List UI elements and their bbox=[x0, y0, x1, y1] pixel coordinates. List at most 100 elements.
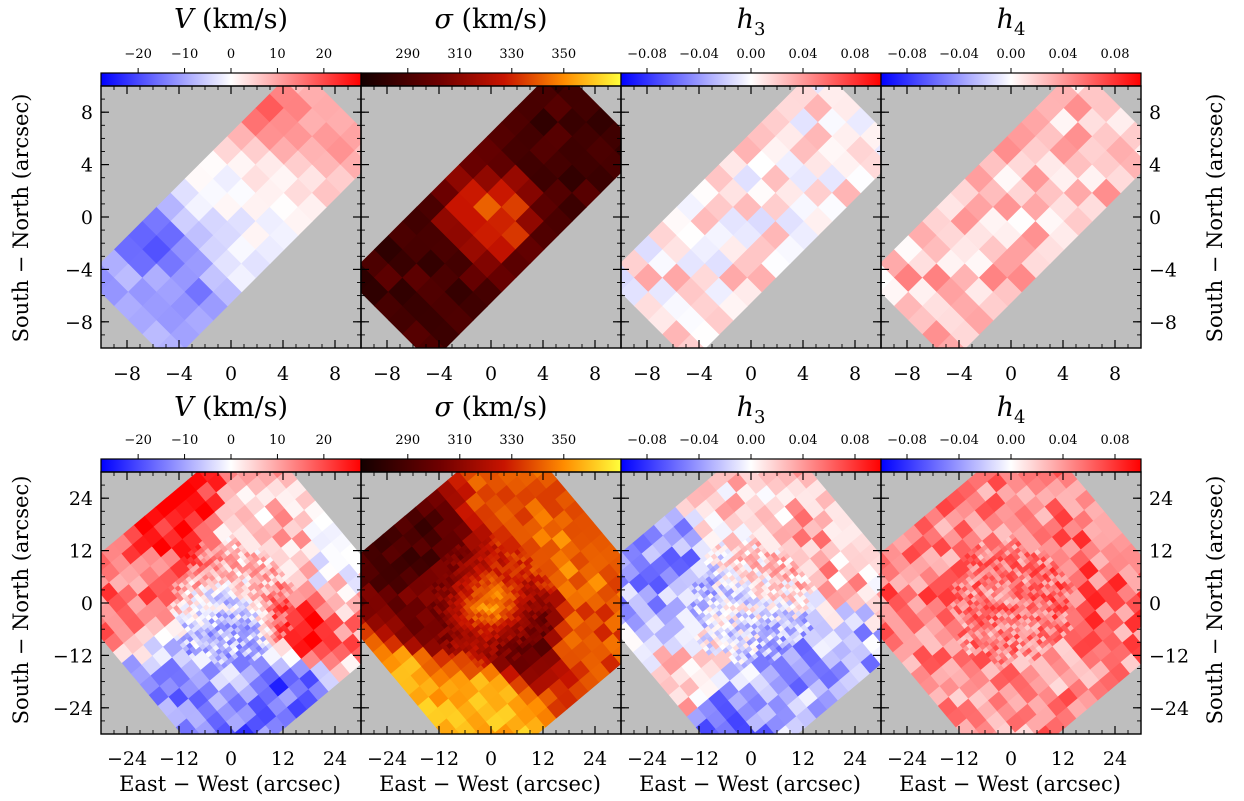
colorbar-h4-tick-label: 0.00 bbox=[997, 47, 1026, 62]
colorbar-V-tick-label: 20 bbox=[316, 47, 333, 62]
spaxel-bin bbox=[865, 593, 881, 615]
y-tick-label: 24 bbox=[1149, 488, 1173, 510]
x-tick-label: 0 bbox=[1005, 748, 1017, 770]
spaxel-bin bbox=[503, 733, 525, 734]
colorbar-sigma-tick-label: 310 bbox=[447, 47, 472, 62]
spaxel-bin bbox=[607, 573, 621, 595]
x-tick-label: 8 bbox=[329, 363, 341, 385]
spaxel-bin bbox=[763, 733, 785, 734]
x-tick-label: −24 bbox=[367, 748, 407, 770]
colorbar-sigma-tick-label: 330 bbox=[499, 47, 524, 62]
spaxel-bin bbox=[1127, 573, 1141, 595]
x-tick-label: 4 bbox=[537, 363, 549, 385]
colorbar-V-tick-label: −10 bbox=[171, 47, 198, 62]
x-tick-label: −8 bbox=[373, 363, 401, 385]
x-tick-label: 24 bbox=[843, 748, 867, 770]
colorbar-h4-title: h4 bbox=[997, 392, 1026, 428]
y-tick-label: 24 bbox=[69, 488, 93, 510]
spaxel-bin bbox=[354, 604, 361, 626]
spaxel-bin bbox=[1023, 733, 1045, 734]
colorbar-V-tick-label: −20 bbox=[124, 433, 151, 448]
colorbar-sigma bbox=[360, 458, 622, 473]
spaxel-bin bbox=[860, 121, 881, 151]
colorbar-V bbox=[100, 72, 362, 87]
colorbar-h4-tick-label: −0.04 bbox=[939, 433, 979, 448]
x-tick-label: 8 bbox=[1109, 363, 1121, 385]
y-tick-label: −12 bbox=[53, 645, 93, 667]
xlabel-col3: East − West (arcsec) bbox=[639, 772, 861, 796]
colorbar-h4-tick-label: −0.08 bbox=[887, 47, 927, 62]
colorbar-sigma-tick-label: 310 bbox=[447, 433, 472, 448]
spaxel-bin bbox=[600, 121, 621, 151]
y-tick-label: 0 bbox=[1149, 593, 1161, 615]
x-tick-label: 4 bbox=[797, 363, 809, 385]
y-tick-label: 4 bbox=[81, 155, 93, 177]
spaxel-bin bbox=[1165, 597, 1186, 618]
colorbar-V-tick-label: −20 bbox=[124, 47, 151, 62]
y-tick-label: 8 bbox=[81, 102, 93, 124]
spaxel-bin bbox=[1125, 593, 1141, 615]
colorbar-h3-title: h3 bbox=[737, 4, 766, 40]
panel-top-h4 bbox=[881, 86, 1141, 348]
x-tick-label: 8 bbox=[849, 363, 861, 385]
x-tick-label: 24 bbox=[583, 748, 607, 770]
spaxel-bin bbox=[1153, 626, 1174, 647]
spaxel-bin bbox=[1131, 643, 1141, 665]
spaxel-bin bbox=[614, 604, 621, 626]
spaxel-bin bbox=[869, 554, 881, 575]
y-tick-label: 12 bbox=[1149, 541, 1173, 563]
y-tick-label: −4 bbox=[1149, 259, 1177, 281]
panel-top-h3 bbox=[621, 86, 881, 348]
y-tick-label: 8 bbox=[1149, 102, 1161, 124]
spaxel-bin bbox=[867, 573, 881, 595]
colorbar-h3 bbox=[620, 72, 882, 87]
spaxel-bin bbox=[1129, 554, 1141, 575]
x-tick-label: −24 bbox=[107, 748, 147, 770]
x-tick-label: −4 bbox=[685, 363, 713, 385]
panel-top-V bbox=[101, 86, 361, 348]
colorbar-V-title: V (km/s) bbox=[174, 4, 288, 35]
x-tick-label: 12 bbox=[1051, 748, 1075, 770]
colorbar-h3-tick-label: −0.04 bbox=[679, 47, 719, 62]
x-tick-label: −8 bbox=[893, 363, 921, 385]
spaxel-bin bbox=[70, 570, 91, 591]
x-tick-label: −8 bbox=[633, 363, 661, 385]
frame-layer bbox=[100, 68, 1142, 735]
ylabel-left-top: South − North (arcsec) bbox=[9, 94, 33, 343]
colorbar-h3 bbox=[620, 458, 882, 473]
x-tick-label: 0 bbox=[485, 363, 497, 385]
x-tick-label: 8 bbox=[589, 363, 601, 385]
colorbar-h3-tick-label: 0.08 bbox=[841, 433, 870, 448]
y-tick-label: −4 bbox=[65, 259, 93, 281]
panel-bottom-h4 bbox=[881, 472, 1186, 771]
spaxel-bin bbox=[611, 643, 621, 665]
x-tick-label: −4 bbox=[945, 363, 973, 385]
spaxel-bin bbox=[983, 750, 1004, 771]
x-tick-label: 12 bbox=[531, 748, 555, 770]
x-tick-label: 12 bbox=[791, 748, 815, 770]
colorbar-V bbox=[100, 458, 362, 473]
x-tick-label: −8 bbox=[113, 363, 141, 385]
x-tick-label: −12 bbox=[159, 748, 199, 770]
y-tick-label: 0 bbox=[81, 207, 93, 229]
x-tick-label: −12 bbox=[939, 748, 979, 770]
x-tick-label: 0 bbox=[485, 748, 497, 770]
spaxel-bin bbox=[241, 426, 262, 447]
colorbar-h4-tick-label: 0.04 bbox=[1049, 47, 1078, 62]
colorbar-V-tick-label: 0 bbox=[227, 47, 235, 62]
spaxel-bin bbox=[605, 593, 621, 615]
colorbar-sigma bbox=[360, 72, 622, 87]
spaxel-bin bbox=[871, 643, 881, 665]
spaxel-bin bbox=[1134, 604, 1141, 626]
colorbar-sigma-title: σ (km/s) bbox=[434, 4, 547, 35]
x-tick-label: 24 bbox=[1103, 748, 1127, 770]
colorbar-h4-title: h4 bbox=[997, 4, 1026, 40]
spaxel-bin bbox=[349, 554, 361, 575]
x-tick-label: 24 bbox=[323, 748, 347, 770]
spaxel-bin bbox=[59, 579, 80, 600]
colorbar-V-tick-label: 20 bbox=[316, 433, 333, 448]
x-tick-label: 4 bbox=[1057, 363, 1069, 385]
panel-bottom-V bbox=[59, 426, 361, 734]
panel-bottom-h3 bbox=[621, 472, 881, 734]
colorbar-h4-tick-label: 0.08 bbox=[1101, 47, 1130, 62]
